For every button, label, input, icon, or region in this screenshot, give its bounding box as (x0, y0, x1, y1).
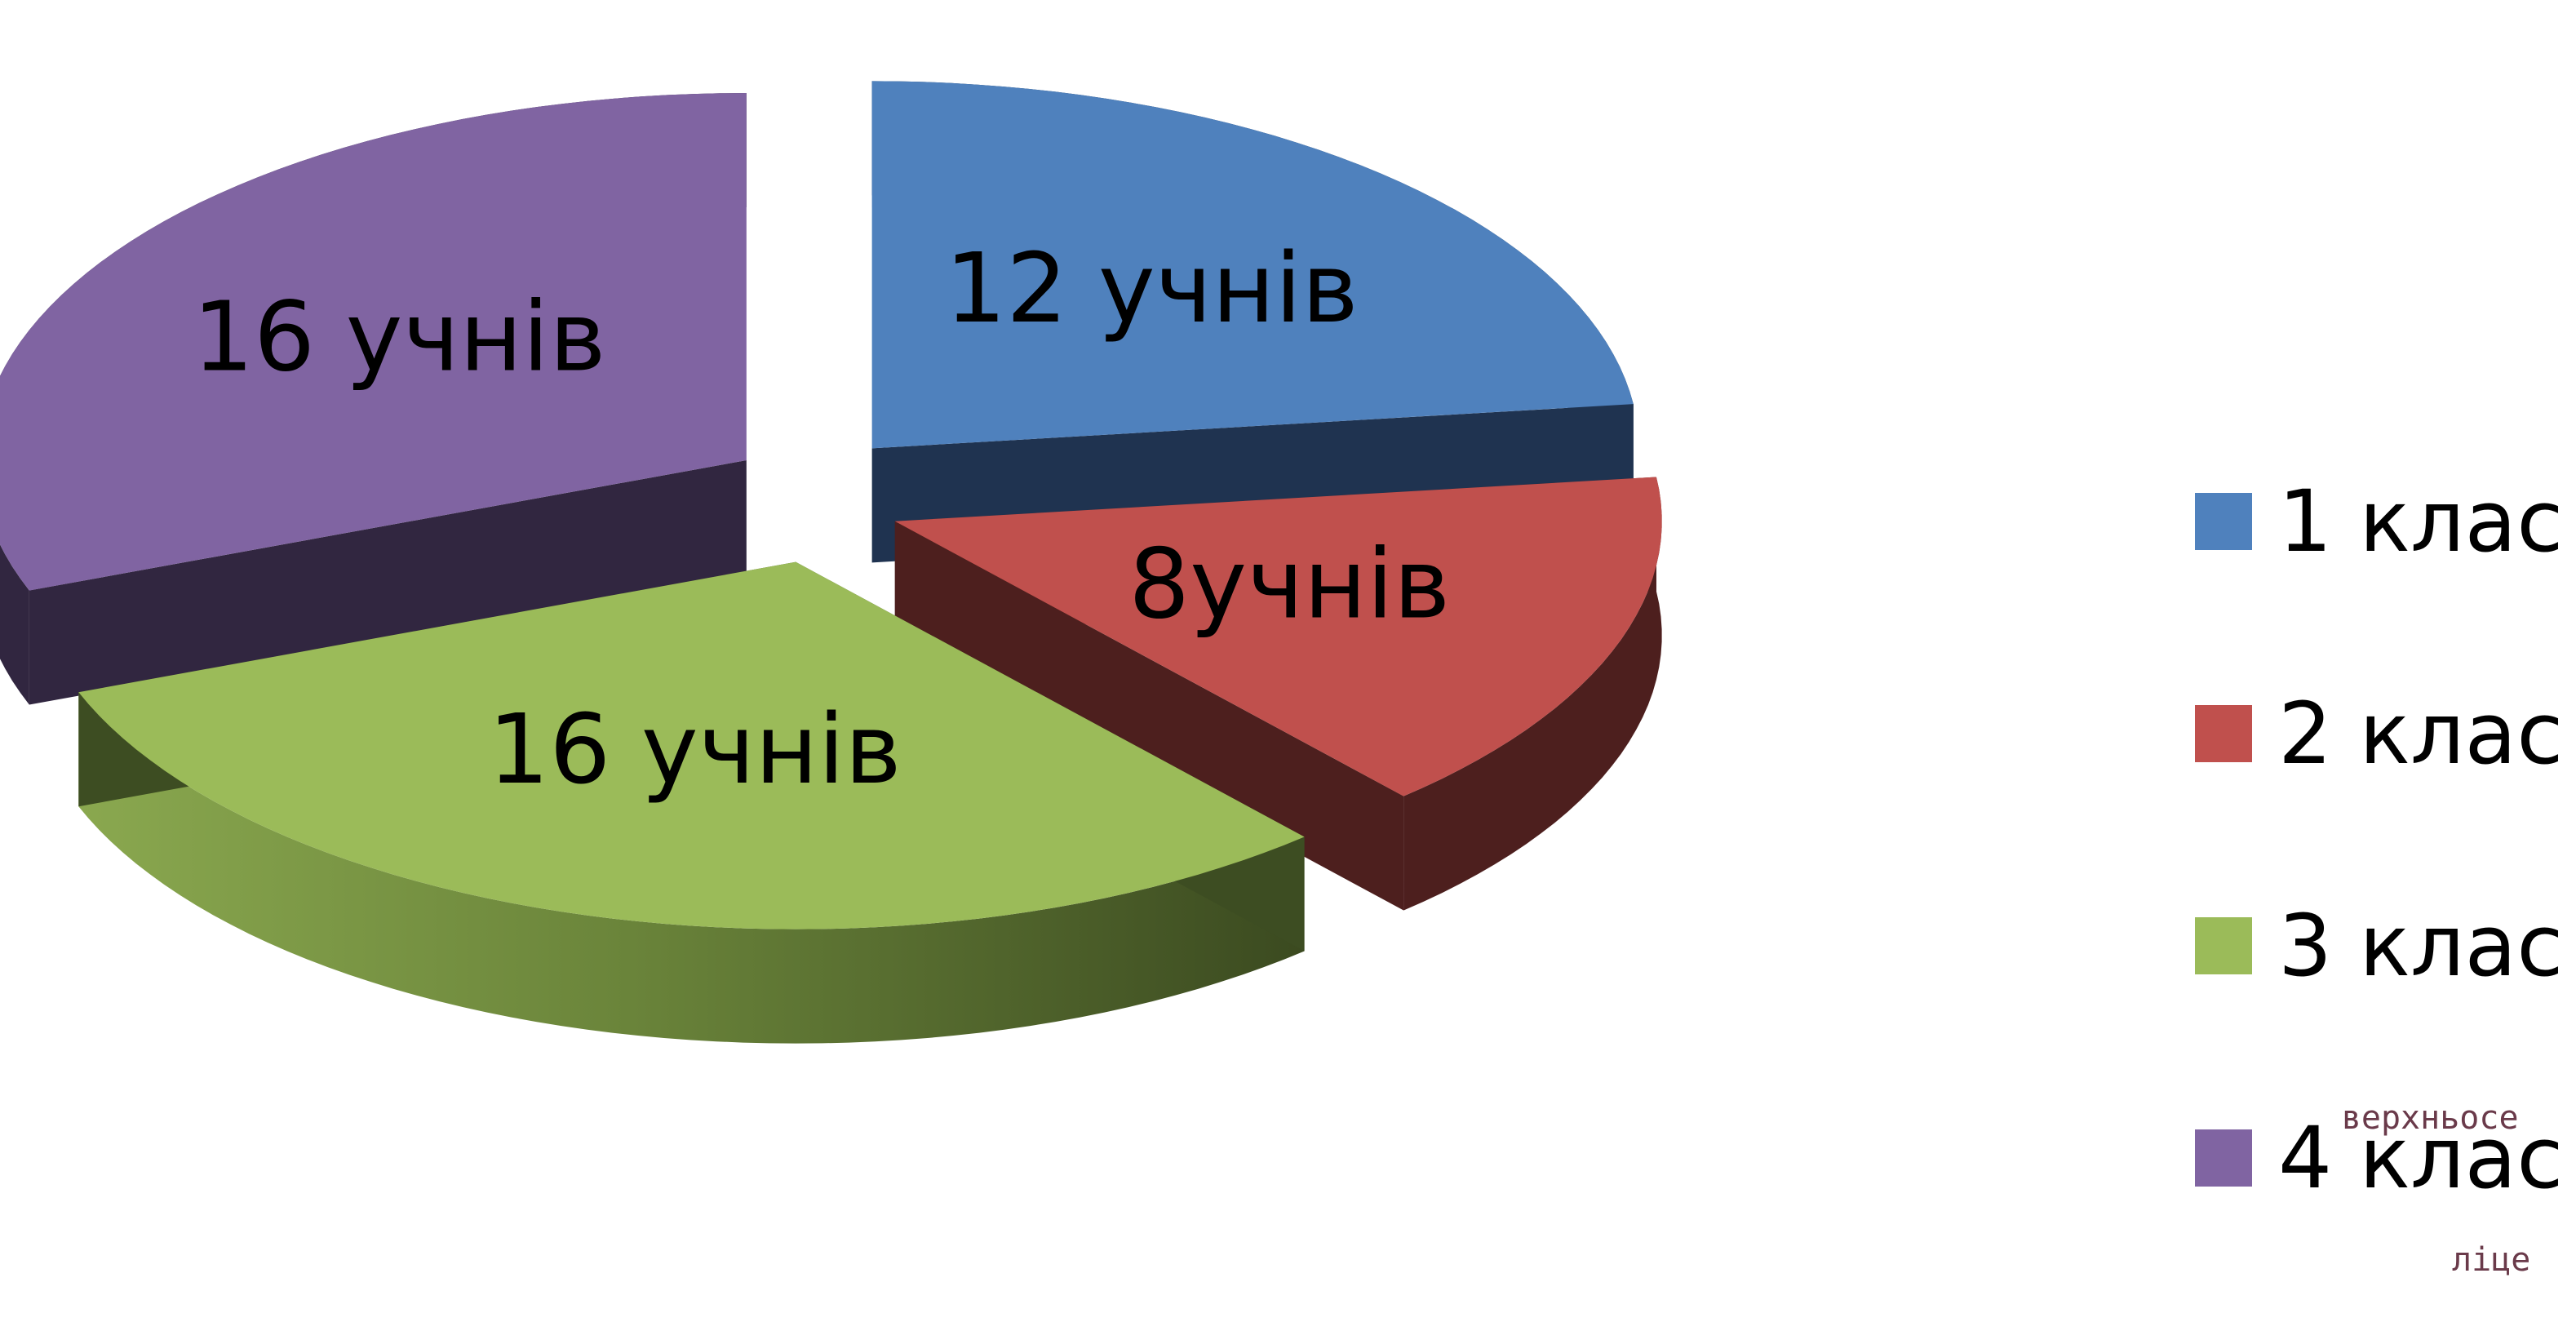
slice-face-2-2 (894, 521, 1404, 911)
tooltip-line-2: ліце (2452, 1241, 2531, 1279)
legend-swatch-3 (2195, 917, 2252, 974)
slice-side-3 (78, 692, 1305, 1044)
data-label-4: 16 учнів (193, 280, 606, 393)
legend-label-2: 2 клас (2278, 684, 2564, 783)
pie-slice-2 (894, 477, 1662, 911)
data-label-3: 16 учнів (488, 693, 902, 805)
slice-top-3 (78, 561, 1305, 929)
legend-label-3: 3 клас (2278, 896, 2564, 996)
legend-label-1: 1 клас (2278, 472, 2564, 571)
slice-top-2 (894, 477, 1662, 796)
pie-slice-3 (78, 561, 1305, 1044)
slice-side-2 (1403, 477, 1662, 911)
legend-swatch-4 (2195, 1129, 2252, 1187)
legend-item-3: 3 клас (2195, 903, 2563, 988)
legend-item-2: 2 клас (2195, 691, 2563, 776)
pie-chart: 12 учнів 16 учнів 8учнів 16 учнів (0, 81, 1662, 1044)
data-label-2: 8учнів (1128, 528, 1450, 641)
slice-face-4-1 (29, 459, 747, 705)
tooltip-line-1: верхньосе (2341, 1099, 2519, 1137)
legend-item-1: 1 клас (2195, 479, 2563, 564)
legend-swatch-1 (2195, 493, 2252, 550)
slice-top-1 (871, 81, 1634, 449)
pie-slice-4 (0, 93, 747, 705)
slice-top-4 (0, 93, 747, 591)
hover-tooltip: верхньосе ліце (2330, 1000, 2531, 1331)
data-label-1: 12 учнів (945, 232, 1359, 344)
legend-swatch-2 (2195, 705, 2252, 762)
